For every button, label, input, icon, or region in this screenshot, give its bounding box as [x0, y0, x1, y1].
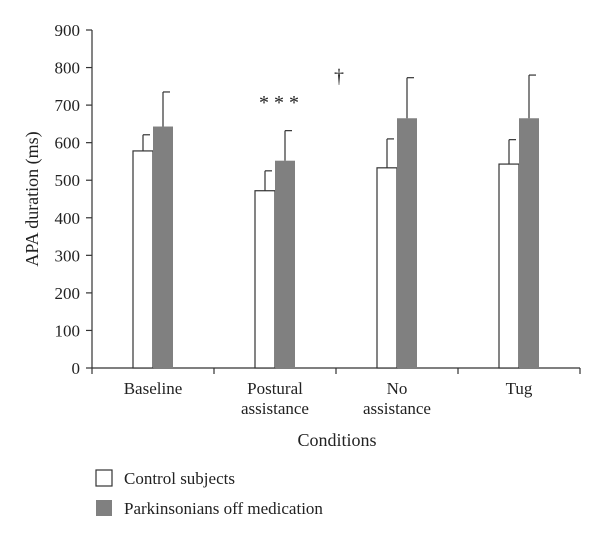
annotations: * * * † [259, 66, 344, 114]
y-axis: 0 100 200 300 400 500 600 700 800 900 APA duratio… [22, 21, 93, 378]
bar [519, 118, 539, 368]
annotation: * * * [259, 92, 299, 114]
legend-swatch [96, 500, 112, 516]
legend-label: Parkinsonians off medication [124, 499, 323, 518]
x-category-label-line: No [387, 379, 408, 398]
bar [132, 150, 154, 369]
annotation: † [334, 66, 344, 88]
bar [254, 190, 276, 369]
x-category-label: No assistance [363, 379, 431, 418]
x-ticks [91, 368, 581, 374]
bar [275, 160, 295, 368]
bar [498, 163, 520, 369]
y-ticks: 0 100 200 300 400 500 600 700 800 900 [55, 21, 92, 378]
x-category-label-line: assistance [363, 399, 431, 418]
x-category-label: Tug [506, 379, 533, 398]
error-bars [142, 74, 536, 191]
x-category-label: Postural assistance [241, 379, 309, 418]
x-category-label-line: Postural [247, 379, 303, 398]
x-category-label-line: Tug [506, 379, 533, 398]
y-tick-label: 200 [55, 284, 81, 303]
bars [132, 118, 539, 369]
y-tick-label: 800 [55, 59, 81, 78]
y-tick-label: 700 [55, 96, 81, 115]
y-tick-label: 900 [55, 21, 81, 40]
y-tick-label: 600 [55, 134, 81, 153]
y-tick-label: 100 [55, 321, 81, 340]
y-tick-label: 0 [72, 359, 81, 378]
bar [153, 126, 173, 368]
legend-swatch [95, 469, 113, 487]
legend: Control subjects Parkinsonians off medica… [95, 469, 323, 518]
legend-label: Control subjects [124, 469, 235, 488]
bar [376, 167, 398, 369]
x-category-label: Baseline [124, 379, 183, 398]
x-category-label-line: Baseline [124, 379, 183, 398]
y-tick-label: 500 [55, 171, 81, 190]
x-category-label-line: assistance [241, 399, 309, 418]
y-tick-label: 300 [55, 246, 81, 265]
bar [397, 118, 417, 368]
y-tick-label: 400 [55, 209, 81, 228]
y-axis-title: APA duration (ms) [22, 131, 43, 266]
x-axis-title: Conditions [297, 430, 376, 450]
